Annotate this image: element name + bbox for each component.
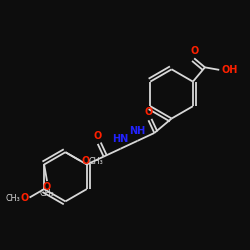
Text: CH₃: CH₃ [89, 158, 104, 166]
Text: OH: OH [222, 65, 238, 75]
Text: O: O [20, 192, 28, 202]
Text: O: O [43, 182, 51, 192]
Text: HN: HN [112, 134, 129, 144]
Text: O: O [94, 131, 102, 141]
Text: CH₃: CH₃ [6, 194, 21, 203]
Text: NH: NH [129, 126, 146, 136]
Text: O: O [190, 46, 198, 56]
Text: O: O [144, 107, 152, 117]
Text: CH₃: CH₃ [40, 189, 54, 198]
Text: O: O [81, 156, 90, 166]
